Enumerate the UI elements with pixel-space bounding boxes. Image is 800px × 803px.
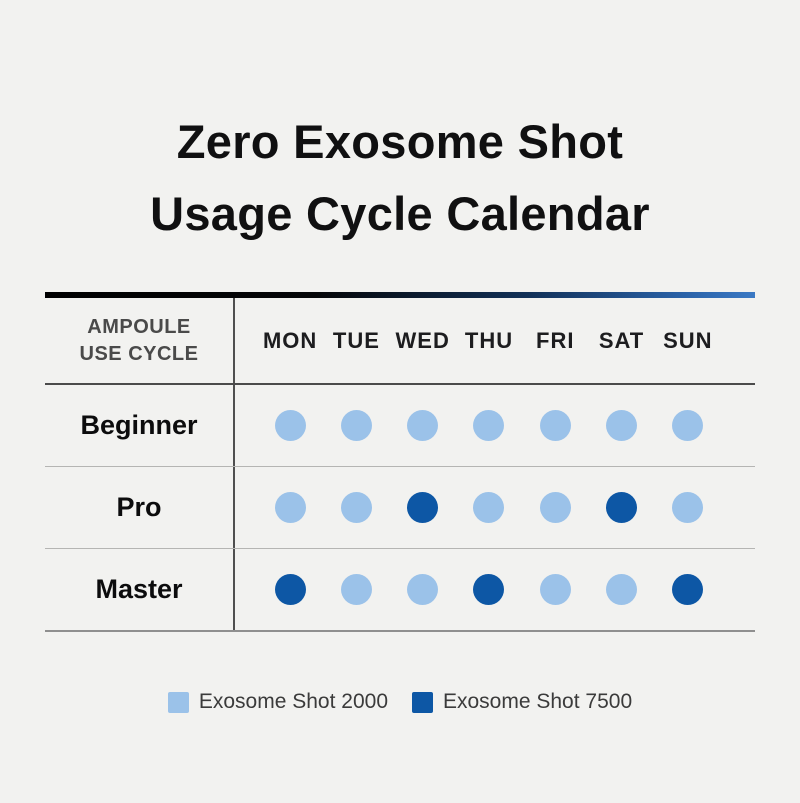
- dot-cell-pro-sat: [588, 492, 654, 523]
- light-blue-dot-icon: [606, 574, 638, 605]
- light-blue-dot-icon: [672, 492, 704, 523]
- light-blue-dot-icon: [539, 574, 571, 605]
- dot-cell-beginner-sat: [588, 410, 654, 441]
- table-header-row: AMPOULE USE CYCLE MON TUE WED THU FRI SAT SUN: [45, 298, 755, 385]
- light-blue-dot-icon: [340, 574, 372, 605]
- dot-cell-beginner-thu: [456, 410, 522, 441]
- dot-cell-master-fri: [522, 574, 588, 605]
- light-blue-dot-icon: [340, 492, 372, 523]
- title-line-2: Usage Cycle Calendar: [150, 187, 650, 240]
- light-blue-dot-icon: [274, 492, 306, 523]
- dot-cell-beginner-wed: [390, 410, 456, 441]
- dot-cell-beginner-tue: [323, 410, 389, 441]
- day-label: SAT: [598, 327, 645, 353]
- dark-blue-swatch-icon: [412, 691, 433, 713]
- table-body: Beginner Pro Master: [45, 385, 755, 632]
- dot-cell-pro-thu: [456, 492, 522, 523]
- dot-cell-pro-tue: [323, 492, 389, 523]
- day-header-cell-sun: SUN: [655, 328, 721, 354]
- row-label-cell-pro: Pro: [45, 467, 235, 548]
- legend: Exosome Shot 2000 Exosome Shot 7500: [0, 690, 800, 714]
- dot-cell-pro-sun: [655, 492, 721, 523]
- dot-cell-beginner-fri: [522, 410, 588, 441]
- dark-blue-dot-icon: [473, 574, 505, 605]
- day-header-cells: MON TUE WED THU FRI SAT SUN: [235, 298, 755, 383]
- legend-label: Exosome Shot 7500: [443, 690, 633, 713]
- day-label: WED: [395, 327, 450, 353]
- row-label: Master: [95, 574, 183, 604]
- day-header-cell-fri: FRI: [522, 328, 588, 354]
- light-blue-dot-icon: [606, 410, 638, 441]
- dot-cell-pro-wed: [390, 492, 456, 523]
- legend-item-dark: Exosome Shot 7500: [412, 690, 632, 714]
- day-header-cell-thu: THU: [456, 328, 522, 354]
- usage-cycle-table: AMPOULE USE CYCLE MON TUE WED THU FRI SAT SUN …: [45, 292, 755, 632]
- corner-label-line-2: USE CYCLE: [79, 342, 199, 365]
- dot-cell-pro-fri: [522, 492, 588, 523]
- dot-cell-pro-mon: [257, 492, 323, 523]
- light-blue-dot-icon: [340, 410, 372, 441]
- row-dots-beginner: [235, 385, 755, 466]
- row-label-cell-master: Master: [45, 549, 235, 630]
- day-header-cell-tue: TUE: [323, 328, 389, 354]
- legend-label: Exosome Shot 2000: [198, 690, 388, 713]
- dot-cell-master-sat: [588, 574, 654, 605]
- title-line-1: Zero Exosome Shot: [176, 115, 624, 168]
- legend-item-light: Exosome Shot 2000: [167, 690, 388, 714]
- corner-label-line-1: AMPOULE: [87, 315, 191, 338]
- day-header-cell-wed: WED: [390, 328, 456, 354]
- row-label-cell-beginner: Beginner: [45, 385, 235, 466]
- dot-cell-beginner-sun: [655, 410, 721, 441]
- light-blue-dot-icon: [473, 410, 505, 441]
- dark-blue-dot-icon: [407, 492, 439, 523]
- table-row-beginner: Beginner: [45, 385, 755, 467]
- page-title: Zero Exosome Shot Usage Cycle Calendar: [0, 106, 800, 250]
- dot-cell-master-wed: [390, 574, 456, 605]
- dark-blue-dot-icon: [672, 574, 704, 605]
- light-blue-dot-icon: [539, 492, 571, 523]
- table-top-accent-line: [45, 292, 755, 298]
- dark-blue-dot-icon: [606, 492, 638, 523]
- day-label: FRI: [536, 327, 575, 353]
- day-label: SUN: [663, 327, 713, 353]
- dot-cell-master-mon: [257, 574, 323, 605]
- day-header-cell-mon: MON: [257, 328, 323, 354]
- dot-cell-master-sun: [655, 574, 721, 605]
- row-dots-master: [235, 549, 755, 630]
- light-blue-dot-icon: [473, 492, 505, 523]
- dark-blue-dot-icon: [274, 574, 306, 605]
- dot-cell-master-thu: [456, 574, 522, 605]
- light-blue-dot-icon: [672, 410, 704, 441]
- table-row-pro: Pro: [45, 467, 755, 549]
- day-label: MON: [262, 327, 318, 353]
- dot-cell-beginner-mon: [257, 410, 323, 441]
- table-row-master: Master: [45, 549, 755, 632]
- row-dots-pro: [235, 467, 755, 548]
- row-label: Beginner: [80, 410, 198, 440]
- day-label: TUE: [332, 327, 380, 353]
- day-label: THU: [464, 327, 514, 353]
- light-blue-dot-icon: [407, 574, 439, 605]
- light-blue-swatch-icon: [167, 691, 189, 713]
- light-blue-dot-icon: [407, 410, 439, 441]
- dot-cell-master-tue: [323, 574, 389, 605]
- day-header-cell-sat: SAT: [588, 328, 654, 354]
- light-blue-dot-icon: [539, 410, 571, 441]
- row-label: Pro: [116, 492, 162, 522]
- light-blue-dot-icon: [274, 410, 306, 441]
- corner-header-cell: AMPOULE USE CYCLE: [45, 298, 235, 383]
